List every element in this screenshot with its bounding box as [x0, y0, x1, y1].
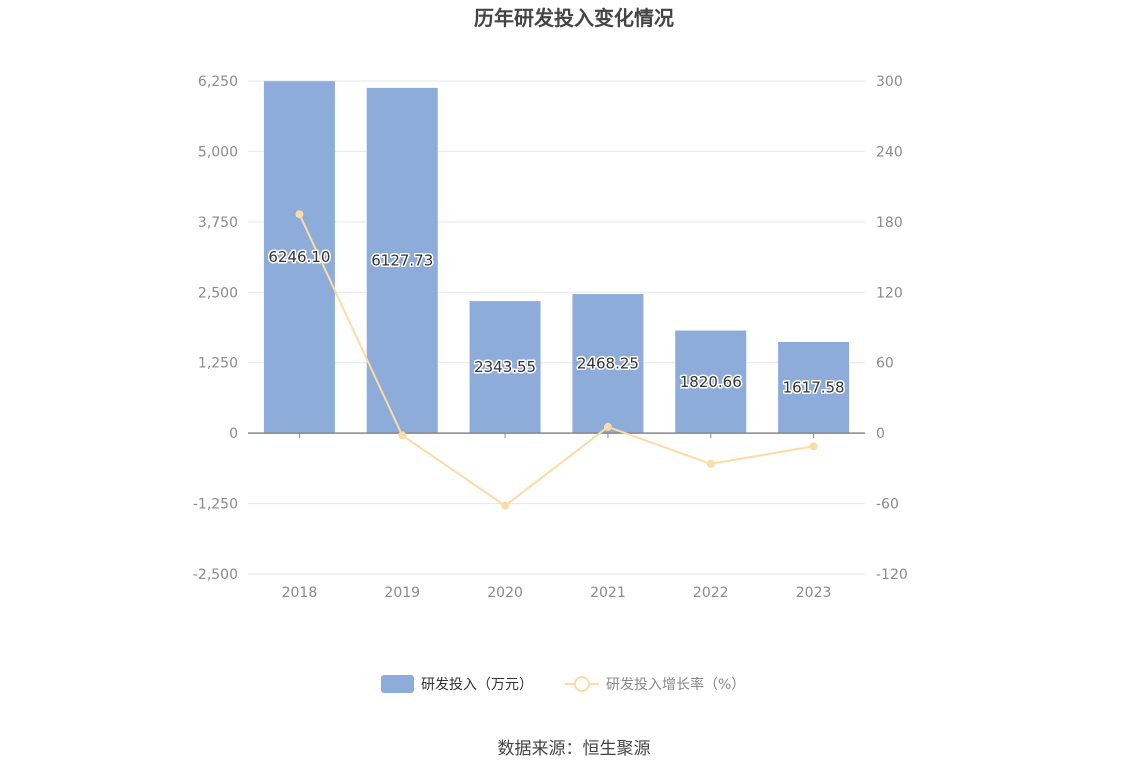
legend-label-growth-rate: 研发投入增长率（%）	[606, 676, 745, 693]
legend-item-growth-rate[interactable]: 研发投入增长率（%）	[565, 676, 745, 693]
x-axis-tick-label: 2022	[693, 585, 729, 601]
bar-data-label: 6246.10	[268, 248, 330, 266]
bar-series	[263, 81, 850, 434]
bar	[469, 301, 541, 434]
legend-item-rd-investment[interactable]: 研发投入（万元）	[381, 675, 533, 693]
legend-swatch-bar	[381, 675, 414, 693]
growth-rate-point	[501, 501, 510, 510]
bar	[778, 342, 850, 434]
x-axis-tick-label: 2021	[590, 585, 626, 601]
bar	[366, 87, 438, 434]
growth-rate-point	[603, 422, 612, 431]
right-axis-tick-label: 120	[876, 285, 903, 301]
right-axis-tick-label: 240	[876, 144, 903, 160]
grid-lines	[248, 80, 865, 575]
x-axis-tick-label: 2023	[796, 585, 832, 601]
bar	[675, 330, 747, 434]
left-axis-tick-label: 2,500	[198, 285, 238, 301]
bar	[572, 294, 644, 434]
left-y-axis: -2,500 -1,250 0 1,250 2,500 3,750 5,000 6,250	[193, 74, 238, 583]
right-axis-tick-label: -60	[876, 497, 899, 513]
x-axis-tick-label: 2018	[282, 585, 318, 601]
growth-rate-point	[809, 442, 818, 451]
left-axis-tick-label: 5,000	[198, 144, 238, 160]
legend-label-rd-investment: 研发投入（万元）	[421, 677, 533, 693]
left-axis-tick-label: -1,250	[193, 497, 238, 513]
x-axis-tick-label: 2020	[487, 585, 523, 601]
line-series	[295, 210, 818, 510]
left-axis-tick-label: 0	[229, 426, 238, 442]
right-axis-tick-label: -120	[876, 567, 908, 583]
bar-data-label: 2468.25	[577, 355, 639, 373]
bar	[263, 81, 335, 434]
legend-swatch-marker	[574, 676, 590, 692]
bar-data-label: 6127.73	[371, 252, 433, 270]
source-note: 数据来源：恒生聚源	[498, 739, 651, 759]
right-axis-tick-label: 0	[876, 426, 885, 442]
left-axis-tick-label: 6,250	[198, 74, 238, 90]
legend[interactable]: 研发投入（万元） 研发投入增长率（%）	[381, 675, 745, 693]
bar-data-label: 1820.66	[680, 373, 742, 391]
x-axis: 2018 2019 2020 2021 2022 2023	[248, 432, 865, 601]
right-y-axis: -120 -60 0 60 120 180 240 300	[876, 74, 908, 583]
bar-data-label: 2343.55	[474, 358, 536, 376]
bar-data-labels: 6246.10 6127.73 2343.55 2468.25 1820.66 1617.…	[267, 247, 846, 398]
x-axis-tick-label: 2019	[384, 585, 420, 601]
chart-title: 历年研发投入变化情况	[474, 6, 674, 30]
left-axis-tick-label: -2,500	[193, 567, 238, 583]
left-axis-tick-label: 3,750	[198, 215, 238, 231]
growth-rate-point	[398, 431, 407, 440]
growth-rate-point	[706, 459, 715, 468]
growth-rate-line	[298, 213, 814, 507]
left-axis-tick-label: 1,250	[198, 356, 238, 372]
bar-data-label: 1617.58	[783, 379, 845, 397]
right-axis-tick-label: 60	[876, 356, 894, 372]
right-axis-tick-label: 300	[876, 74, 903, 90]
growth-rate-point	[295, 210, 304, 219]
right-axis-tick-label: 180	[876, 215, 903, 231]
